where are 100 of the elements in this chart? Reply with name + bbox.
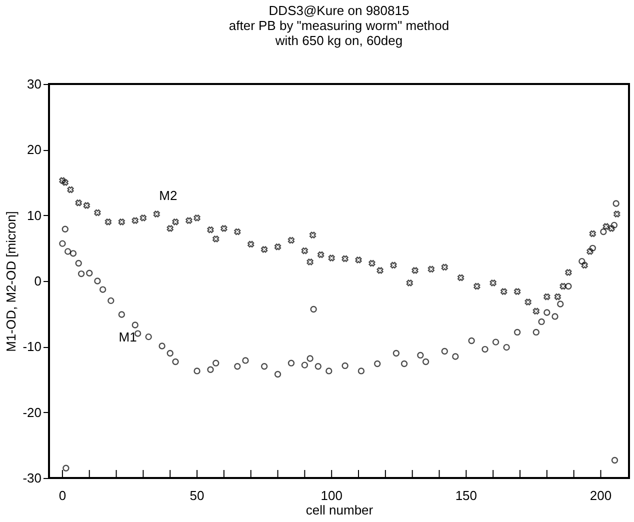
point [368, 260, 376, 267]
y-tick-label: -30 [22, 470, 42, 486]
point [600, 228, 607, 236]
x-tick-label: 50 [190, 488, 204, 503]
point [514, 328, 521, 336]
y-axis-title: M1-OD, M2-OD [micron] [4, 211, 19, 352]
point [306, 355, 314, 362]
point [59, 177, 66, 184]
point [94, 278, 101, 284]
y-tick-label: -10 [22, 339, 42, 354]
point [428, 266, 434, 272]
point [132, 322, 138, 328]
point [602, 223, 610, 230]
point [608, 225, 615, 232]
point [301, 362, 308, 368]
point [78, 270, 85, 278]
point [482, 346, 488, 353]
x-tick-label: 150 [455, 488, 478, 503]
point [248, 240, 254, 248]
point [186, 217, 192, 224]
y-tick-label: -20 [22, 404, 42, 420]
point [441, 348, 448, 355]
point [390, 262, 397, 269]
x-tick-label: 200 [590, 488, 612, 503]
point [492, 338, 500, 346]
series-label: M1 [118, 330, 137, 345]
point [99, 286, 106, 293]
point [565, 282, 572, 290]
point [172, 358, 179, 366]
y-tick-label: 0 [34, 274, 42, 288]
point [220, 225, 228, 232]
point [612, 200, 620, 207]
point [140, 214, 147, 222]
point [242, 357, 249, 364]
point [500, 288, 508, 295]
point [532, 308, 540, 315]
point [234, 363, 241, 370]
point [589, 230, 596, 238]
x-tick-label: 0 [58, 488, 66, 503]
point [538, 318, 545, 326]
point [544, 293, 550, 300]
point [610, 222, 618, 229]
x-tick-label: 100 [320, 488, 342, 503]
point [166, 225, 174, 232]
point [392, 350, 400, 357]
point [145, 333, 152, 340]
y-tick-label: 20 [27, 142, 42, 158]
point [554, 293, 561, 300]
point [412, 267, 418, 274]
point [194, 368, 200, 374]
point [468, 337, 475, 344]
point [260, 363, 268, 370]
point [406, 280, 413, 286]
point [560, 282, 566, 290]
point [75, 200, 82, 206]
point [314, 363, 322, 370]
point [611, 456, 618, 464]
point [422, 358, 430, 366]
point [342, 255, 348, 262]
series-label: M2 [159, 188, 178, 203]
point [67, 186, 74, 194]
point [557, 300, 564, 308]
point [288, 236, 295, 244]
point [234, 228, 241, 236]
point [86, 270, 93, 276]
point [552, 313, 558, 320]
point [118, 311, 126, 318]
point [376, 267, 384, 274]
x-axis-title: cell number [306, 502, 374, 518]
point [586, 248, 594, 255]
point [514, 288, 521, 295]
point [301, 247, 308, 254]
point [207, 226, 214, 234]
point [118, 218, 125, 226]
y-tick-label: 30 [27, 76, 42, 92]
point [261, 246, 268, 253]
point [374, 360, 381, 368]
point [328, 254, 335, 262]
point [132, 217, 138, 224]
point [342, 362, 348, 370]
point [318, 251, 324, 258]
point [64, 248, 72, 255]
point [474, 282, 480, 290]
point [172, 218, 179, 226]
point [310, 306, 317, 313]
point [59, 240, 66, 247]
point [62, 179, 68, 186]
point [62, 226, 68, 232]
point [532, 328, 540, 336]
point [589, 244, 596, 252]
point [288, 360, 295, 366]
point [355, 256, 362, 264]
point [544, 309, 550, 316]
point [274, 370, 282, 378]
point [565, 269, 572, 276]
point [524, 298, 532, 306]
point [83, 202, 90, 209]
y-tick-label: 10 [27, 208, 42, 223]
point [581, 262, 588, 269]
point [457, 274, 464, 282]
